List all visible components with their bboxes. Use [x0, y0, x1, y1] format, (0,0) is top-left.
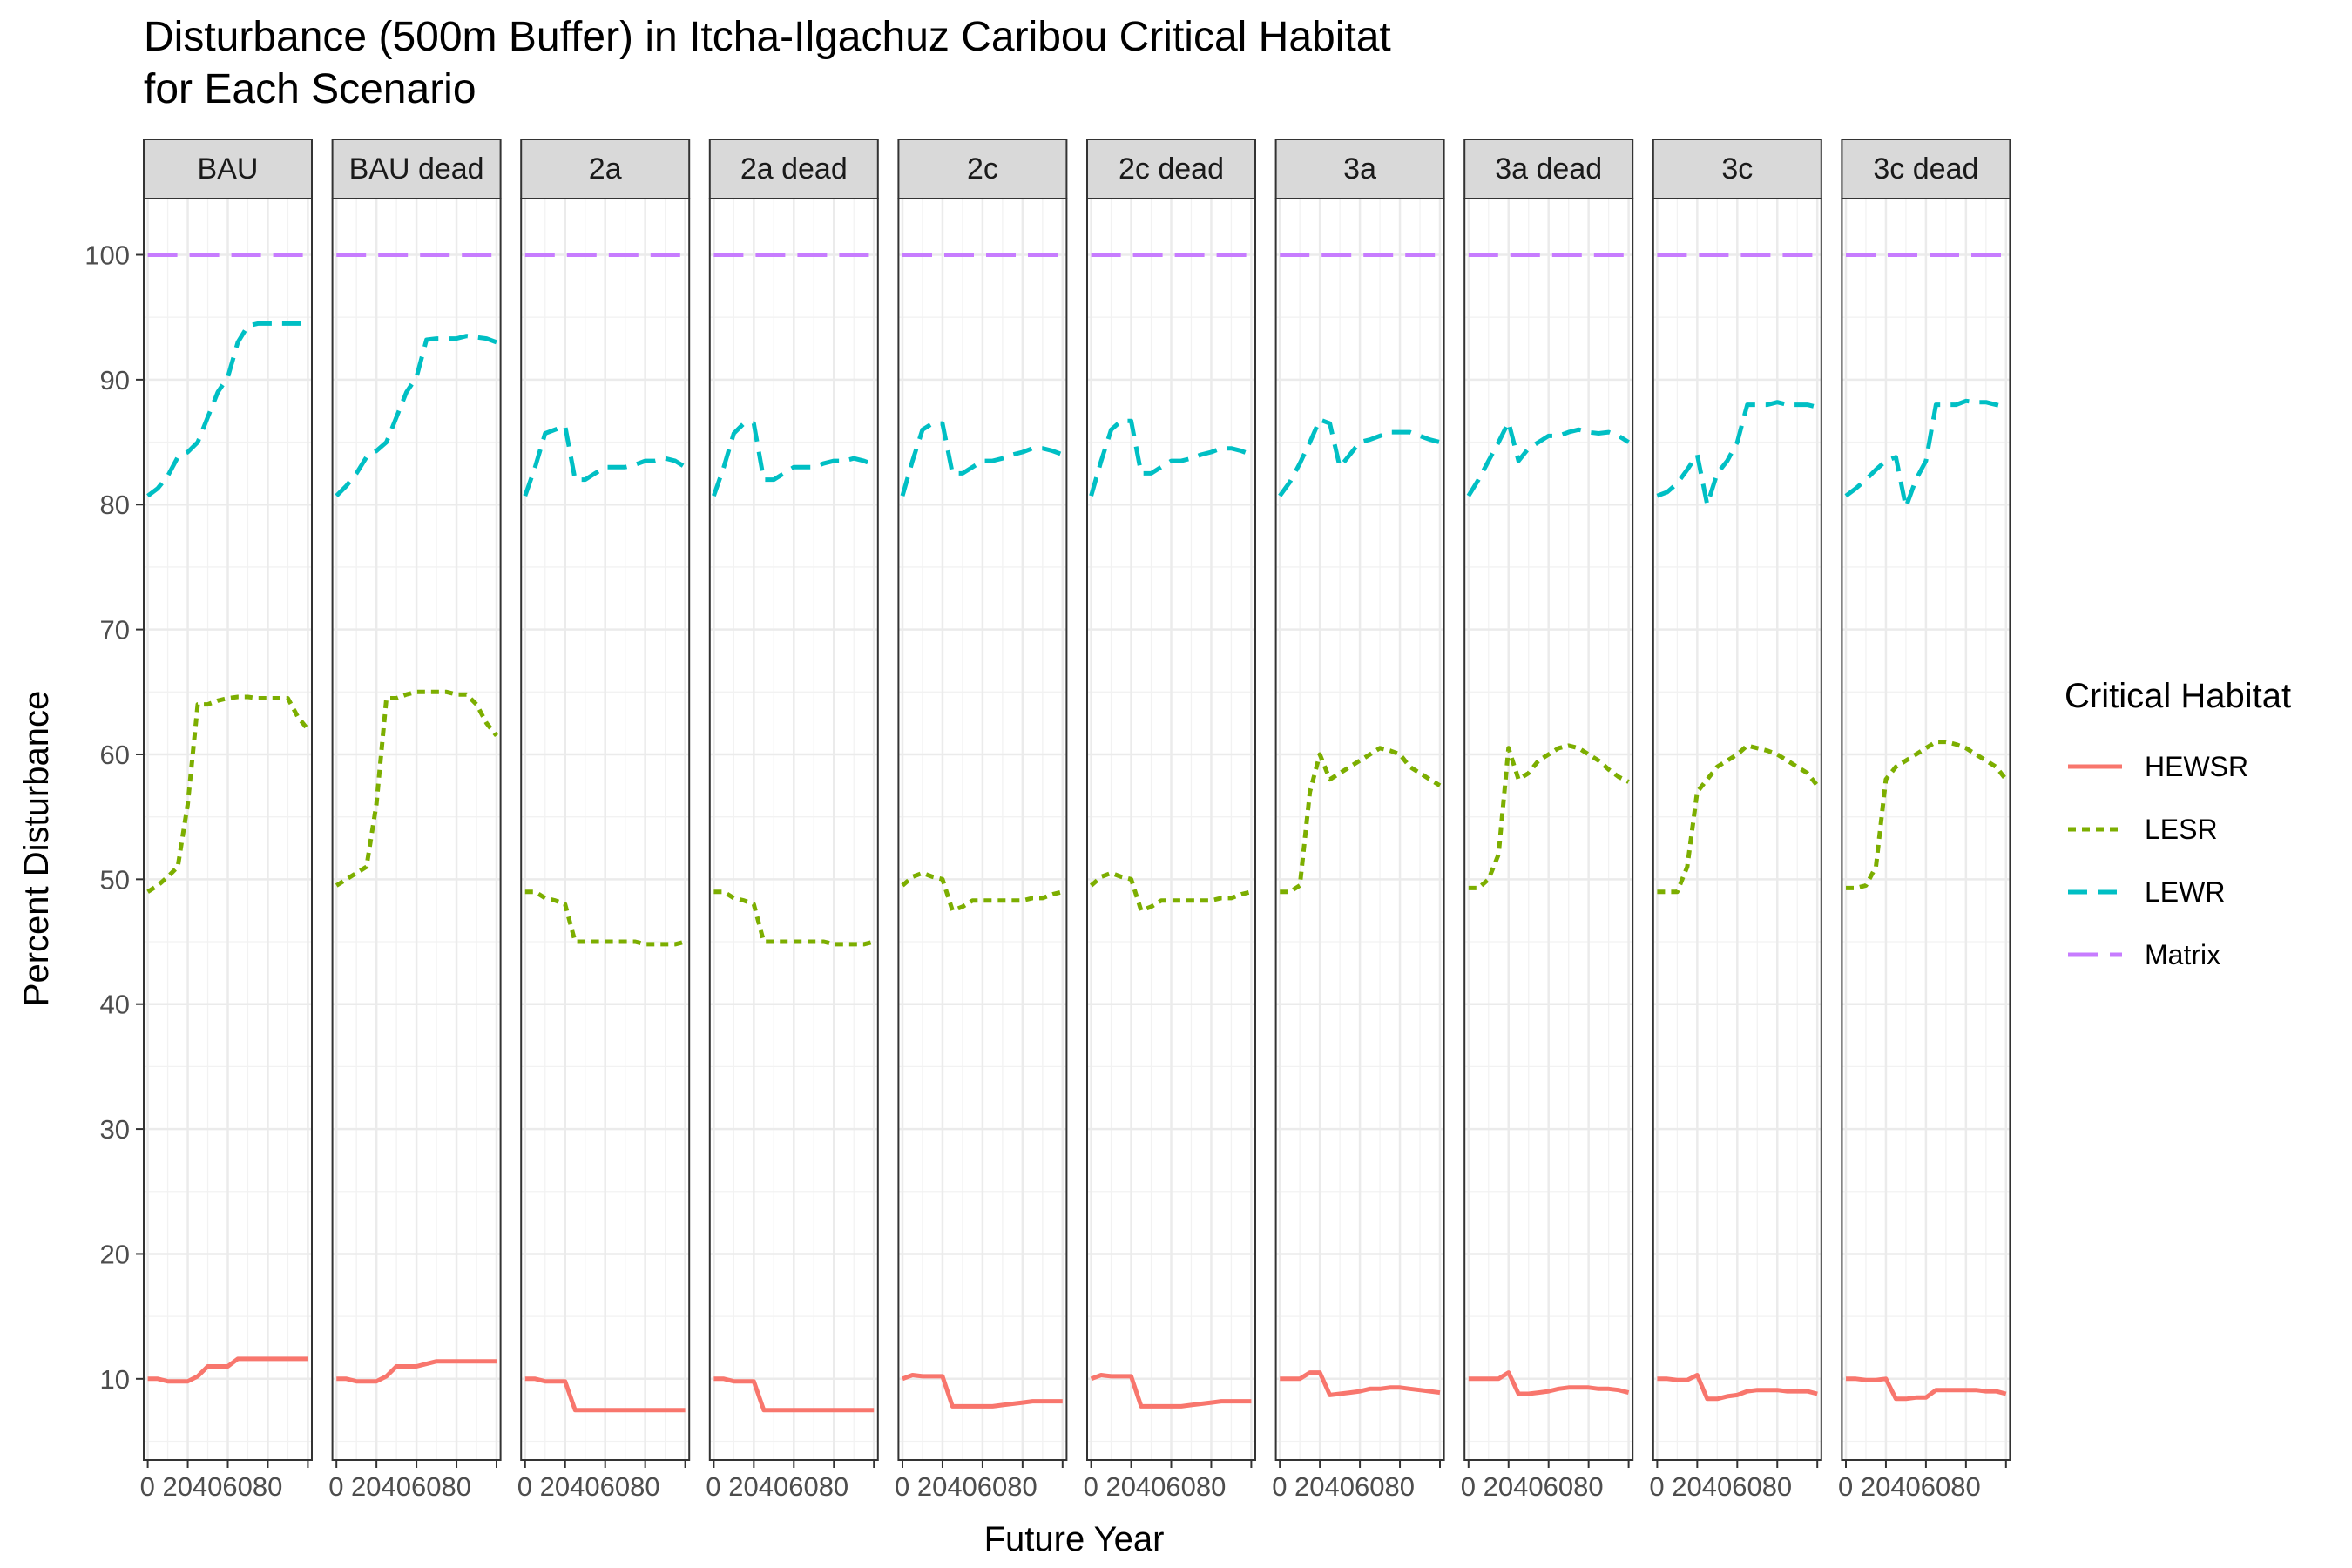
facet-strip — [520, 139, 691, 199]
facet-strip-label: BAU — [198, 152, 259, 186]
series-line-hewsr — [1846, 1376, 2007, 1402]
legend-title: Critical Habitat — [2065, 677, 2291, 715]
series-line-hewsr — [147, 1356, 308, 1384]
x-tick-labels: 0 20406080 — [517, 1471, 660, 1502]
facet-strip-label: 2a dead — [740, 152, 848, 186]
facet-panel: 3a dead 0 20406080 — [1461, 139, 1634, 1502]
y-tick-label: 80 — [100, 490, 130, 520]
series-line-lesr — [335, 689, 498, 888]
y-tick-label: 100 — [84, 240, 130, 271]
facet-panel: BAU 0 20406080 — [140, 139, 313, 1502]
series-line-lesr — [901, 870, 1064, 913]
facet-panel: 2a dead 0 20406080 — [706, 139, 879, 1502]
x-tick-labels: 0 20406080 — [1649, 1471, 1792, 1502]
y-tick-label: 30 — [100, 1114, 130, 1145]
series-line-hewsr — [1090, 1373, 1252, 1409]
series-line-lesr — [1280, 746, 1442, 895]
y-axis-title: Percent Disturbance — [17, 691, 56, 1006]
series-line-hewsr — [902, 1373, 1063, 1409]
series-line-lesr — [1089, 870, 1253, 913]
x-tick-labels: 0 20406080 — [1084, 1471, 1227, 1502]
series-line-lewr — [1466, 420, 1630, 497]
facet-strip — [1463, 139, 1634, 199]
series-line-lesr — [524, 889, 686, 947]
facet-strip-label: 3a dead — [1495, 152, 1602, 186]
facet-panel: 3c 0 20406080 — [1649, 139, 1822, 1502]
series-line-lewr — [1844, 398, 2007, 510]
x-tick-labels: 0 20406080 — [1838, 1471, 1981, 1502]
y-tick-label: 50 — [100, 864, 130, 895]
legend-label: LEWR — [2145, 876, 2225, 908]
x-tick-labels: 0 20406080 — [895, 1471, 1037, 1502]
series-line-hewsr — [1280, 1370, 1441, 1397]
facet-strip-label: 3c dead — [1873, 152, 1978, 186]
facet-strip-label: 3a — [1343, 152, 1376, 186]
x-tick-labels: 0 20406080 — [328, 1471, 471, 1502]
x-axis-title: Future Year — [984, 1520, 1165, 1558]
facet-strip-label: 2c — [967, 152, 998, 186]
y-tick-label: 90 — [100, 365, 130, 395]
facet-strip — [897, 139, 1068, 199]
x-tick-labels: 0 20406080 — [706, 1471, 848, 1502]
series-line-hewsr — [1657, 1373, 1818, 1402]
series-line-lesr — [1468, 743, 1630, 890]
series-line-hewsr — [713, 1376, 875, 1413]
series-line-hewsr — [524, 1376, 686, 1413]
legend-label: Matrix — [2145, 939, 2220, 970]
series-line-hewsr — [1468, 1370, 1630, 1396]
facet-strip-label: 2c dead — [1119, 152, 1224, 186]
series-line-lesr — [146, 694, 310, 894]
y-tick-label: 70 — [100, 615, 130, 645]
series-line-lewr — [900, 421, 1064, 497]
facet-strip — [1841, 139, 2011, 199]
legend-label: LESR — [2145, 814, 2218, 845]
x-tick-labels: 0 20406080 — [1272, 1471, 1415, 1502]
facet-panel: 3c dead 0 20406080 — [1838, 139, 2011, 1502]
legend: Critical Habitat HEWSR LESR LEWR Matrix — [2065, 677, 2291, 970]
facet-strip-label: 3c — [1721, 152, 1753, 186]
facet-strip — [1652, 139, 1822, 199]
facet-panel: 2c 0 20406080 — [895, 139, 1068, 1502]
y-tick-label: 10 — [100, 1364, 130, 1395]
chart-subtitle: for Each Scenario — [144, 66, 476, 112]
series-line-lewr — [146, 321, 308, 498]
series-line-lesr — [1657, 743, 1820, 895]
series-line-lewr — [712, 421, 875, 497]
facet-strip — [1274, 139, 1445, 199]
facet-panel: 2c dead 0 20406080 — [1084, 139, 1256, 1502]
legend-label: HEWSR — [2145, 751, 2248, 782]
series-line-lewr — [1656, 400, 1818, 507]
x-tick-labels: 0 20406080 — [1461, 1471, 1604, 1502]
facet-panel: 2a 0 20406080 — [517, 139, 691, 1502]
series-line-hewsr — [336, 1359, 497, 1384]
x-tick-labels: 0 20406080 — [140, 1471, 283, 1502]
series-line-lewr — [523, 423, 686, 497]
facet-strip — [143, 139, 313, 199]
y-tick-label: 60 — [100, 740, 130, 770]
facet-panel: 3a 0 20406080 — [1272, 139, 1445, 1502]
series-line-lewr — [335, 334, 497, 497]
chart-title: Disturbance (500m Buffer) in Itcha-Ilgac… — [144, 14, 1391, 60]
facet-strip — [1086, 139, 1256, 199]
series-line-lewr — [1089, 418, 1253, 497]
facet-strip-label: BAU dead — [349, 152, 484, 186]
facet-panels: BAU 0 20406080 BAU dead 0 20406080 2a 0 20406… — [140, 139, 2011, 1502]
y-tick-label: 40 — [100, 990, 130, 1020]
facet-strip-label: 2a — [589, 152, 622, 186]
facet-panel: BAU dead 0 20406080 — [328, 139, 502, 1502]
series-line-lesr — [1846, 740, 2008, 890]
y-tick-label: 20 — [100, 1239, 130, 1269]
series-line-lesr — [713, 889, 875, 947]
y-axis: 10 20 30 40 50 60 70 80 90 100 — [84, 240, 144, 1395]
